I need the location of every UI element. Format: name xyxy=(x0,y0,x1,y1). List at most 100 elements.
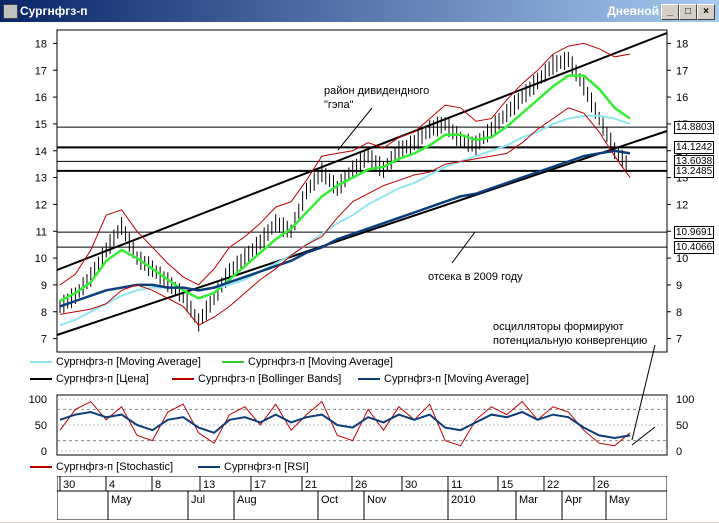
price-level-label: 14.1242 xyxy=(674,141,715,155)
y-tick-label-left: 17 xyxy=(35,65,47,77)
legend-entry: Сургнфгз-п [Moving Average] xyxy=(30,356,201,368)
y-tick-label-left: 10 xyxy=(35,253,47,265)
osc-tick-label-right: 50 xyxy=(676,420,688,432)
y-tick-label-left: 14 xyxy=(35,146,47,158)
annotation-dividend-2: "гэпа" xyxy=(324,99,354,111)
price-level-label: 10.9691 xyxy=(674,226,715,240)
date-month-label: Aug xyxy=(237,494,257,506)
y-tick-label-left: 11 xyxy=(36,226,47,238)
y-tick-label-left: 15 xyxy=(35,119,47,131)
annotation-cutoff: отсека в 2009 году xyxy=(428,271,523,283)
osc-tick-label-right: 0 xyxy=(676,446,682,458)
channel-upper-line xyxy=(56,32,668,271)
y-tick-label-left: 7 xyxy=(41,334,47,346)
date-month-label: May xyxy=(111,494,132,506)
channel-lower-line xyxy=(56,130,668,336)
legend-label: Сургнфгз-п [Цена] xyxy=(56,373,149,385)
date-month-label: 2010 xyxy=(451,494,475,506)
legend-swatch xyxy=(358,378,380,381)
y-tick-label-right: 12 xyxy=(676,199,688,211)
y-tick-label-right: 16 xyxy=(676,92,688,104)
date-month-label: Apr xyxy=(565,494,582,506)
y-tick-label-right: 7 xyxy=(676,334,682,346)
legend-swatch xyxy=(30,378,52,381)
y-tick-label-left: 12 xyxy=(35,199,47,211)
arrow-convergence xyxy=(631,426,656,446)
ma-cyan-line xyxy=(59,114,631,327)
arrow-dividend xyxy=(337,107,373,151)
y-tick-label-right: 10 xyxy=(676,253,688,265)
osc-tick-label-left: 50 xyxy=(35,420,47,432)
minimize-button[interactable]: _ xyxy=(661,4,679,20)
legend-label: Сургнфгз-п [Stochastic] xyxy=(56,461,174,473)
legend-entry: Сургнфгз-п [Moving Average] xyxy=(358,373,529,385)
period-label: Дневной xyxy=(607,4,659,18)
legend-entry: Сургнфгз-п [Цена] xyxy=(30,373,149,385)
legend-swatch xyxy=(198,466,220,469)
date-day-label: 26 xyxy=(355,479,367,491)
date-month-label: Jul xyxy=(191,494,205,506)
osc-tick-label-left: 100 xyxy=(29,394,47,406)
title-bar[interactable]: Сургнфгз-п Дневной _ □ × xyxy=(0,0,719,22)
annotation-oscillators-2: потенциальную конвергенцию xyxy=(493,335,647,347)
stochastic-line xyxy=(59,400,631,447)
legend-swatch xyxy=(30,466,52,469)
date-month-label: Mar xyxy=(519,494,538,506)
date-day-label: 26 xyxy=(597,479,609,491)
date-month-label: Nov xyxy=(367,494,387,506)
legend-label: Сургнфгз-п [Moving Average] xyxy=(56,356,201,368)
maximize-button[interactable]: □ xyxy=(679,4,697,20)
price-chart[interactable]: 7788991010111112121313141415151616171718… xyxy=(0,22,719,522)
legend-entry: Сургнфгз-п [RSI] xyxy=(198,461,309,473)
legend-label: Сургнфгз-п [Bollinger Bands] xyxy=(198,373,342,385)
price-level-label: 14.8803 xyxy=(674,121,715,135)
legend-swatch xyxy=(172,378,194,381)
date-month-label: Oct xyxy=(321,494,338,506)
y-tick-label-right: 8 xyxy=(676,307,682,319)
date-day-label: 30 xyxy=(63,479,75,491)
legend-entry: Сургнфгз-п [Bollinger Bands] xyxy=(172,373,341,385)
price-level-label: 13.2485 xyxy=(674,164,715,178)
ma-navy-line xyxy=(59,149,631,308)
date-month-label: May xyxy=(609,494,630,506)
legend-entry: Сургнфгз-п [Stochastic] xyxy=(30,461,173,473)
date-day-label: 8 xyxy=(155,479,161,491)
arrow-cutoff xyxy=(451,231,476,264)
y-tick-label-left: 9 xyxy=(41,280,47,292)
y-tick-label-right: 9 xyxy=(676,280,682,292)
legend-label: Сургнфгз-п [RSI] xyxy=(224,461,309,473)
legend-label: Сургнфгз-п [Moving Average] xyxy=(248,356,393,368)
annotation-oscillators-1: осцилляторы формируют xyxy=(493,321,624,333)
date-day-label: 13 xyxy=(203,479,215,491)
close-button[interactable]: × xyxy=(697,4,715,20)
legend-swatch xyxy=(30,361,52,364)
y-tick-label-left: 16 xyxy=(35,92,47,104)
ma-green-line xyxy=(59,74,631,303)
date-day-label: 17 xyxy=(254,479,266,491)
date-day-label: 11 xyxy=(451,479,462,491)
date-day-label: 21 xyxy=(305,479,317,491)
legend-entry: Сургнфгз-п [Moving Average] xyxy=(222,356,393,368)
date-day-label: 22 xyxy=(547,479,559,491)
y-tick-label-right: 17 xyxy=(676,65,688,77)
arrow-oscillators xyxy=(631,344,656,441)
bollinger-upper-line xyxy=(59,42,631,286)
bollinger-lower-line xyxy=(59,107,631,326)
y-tick-label-left: 18 xyxy=(35,38,47,50)
y-tick-label-left: 13 xyxy=(35,173,47,185)
price-level-label: 10.4066 xyxy=(674,241,715,255)
date-day-label: 15 xyxy=(501,479,513,491)
date-axis[interactable]: 30 4 8 13 17 21 26 30 11 15 22 26 May Jul Aug Oct Nov 20… xyxy=(56,475,668,521)
window-title: Сургнфгз-п xyxy=(20,4,88,18)
rsi-line xyxy=(59,410,631,440)
date-day-label: 30 xyxy=(405,479,417,491)
osc-tick-label-right: 100 xyxy=(676,394,694,406)
osc-tick-label-left: 0 xyxy=(41,446,47,458)
legend-swatch xyxy=(222,361,244,364)
date-day-label: 4 xyxy=(109,479,115,491)
annotation-dividend-1: район дивидендного xyxy=(324,85,429,97)
y-tick-label-right: 18 xyxy=(676,38,688,50)
y-tick-label-left: 8 xyxy=(41,307,47,319)
chart-app-icon xyxy=(3,4,18,19)
